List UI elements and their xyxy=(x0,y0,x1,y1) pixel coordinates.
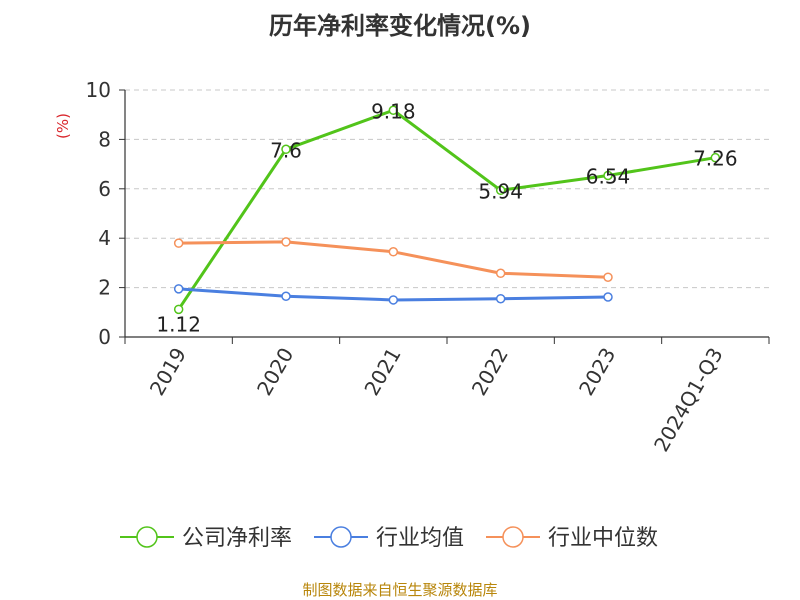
data-point xyxy=(281,291,291,301)
series-lines xyxy=(173,105,721,315)
data-point xyxy=(495,268,506,279)
data-point xyxy=(173,238,184,248)
data-point xyxy=(710,152,721,163)
series-line-0 xyxy=(177,108,716,311)
y-tick-label: 10 xyxy=(86,78,111,102)
legend-item-2[interactable]: 行业中位数 xyxy=(486,526,658,551)
y-tick-label: 4 xyxy=(98,226,111,250)
y-tick-label: 6 xyxy=(98,177,111,201)
legend-label: 行业均值 xyxy=(376,526,464,551)
data-label: 7.6 xyxy=(270,138,302,162)
legend-label: 公司净利率 xyxy=(182,526,292,551)
data-point xyxy=(388,247,399,257)
legend-marker xyxy=(502,526,524,548)
data-label: 1.12 xyxy=(156,312,201,336)
x-tick-label: 2023 xyxy=(574,344,620,400)
data-point xyxy=(495,293,506,304)
x-tick-label: 2022 xyxy=(467,343,513,399)
y-tick-label: 8 xyxy=(98,127,111,151)
data-point xyxy=(281,144,291,155)
data-point xyxy=(388,105,399,116)
y-tick-label: 2 xyxy=(98,276,111,300)
x-tick-label: 2024Q1-Q3 xyxy=(649,344,728,456)
data-point xyxy=(603,170,613,181)
gridlines xyxy=(125,89,769,289)
legend-marker xyxy=(330,526,352,548)
data-point xyxy=(388,295,399,305)
data-labels: 1.12 7.6 9.18 5.94 6.54 7.26 xyxy=(156,99,737,336)
x-tick-label: 2020 xyxy=(252,344,298,400)
data-label: 7.26 xyxy=(693,147,738,171)
y-tick-label: 0 xyxy=(98,325,111,349)
chart-title: 历年净利率变化情况(%) xyxy=(269,12,531,40)
data-label: 6.54 xyxy=(586,164,631,188)
data-point xyxy=(281,237,291,247)
data-point xyxy=(173,304,184,315)
source-note: 制图数据来自恒生聚源数据库 xyxy=(302,581,498,599)
legend-item-1[interactable]: 行业均值 xyxy=(314,526,464,551)
data-label: 9.18 xyxy=(371,99,416,123)
data-point xyxy=(603,292,613,302)
axes: 0 2 4 6 8 10 (%) 2019 2020 2021 2022 2023 2024Q1-Q3 xyxy=(54,78,770,456)
legend[interactable]: 公司净利率 行业均值 行业中位数 xyxy=(120,526,658,551)
legend-item-0[interactable]: 公司净利率 xyxy=(120,526,292,551)
data-point xyxy=(173,284,184,294)
data-point xyxy=(495,185,506,196)
x-tick-label: 2019 xyxy=(145,344,191,400)
data-point xyxy=(603,272,613,282)
x-tick-label: 2021 xyxy=(359,344,405,400)
y-axis-label: (%) xyxy=(54,113,72,139)
legend-label: 行业中位数 xyxy=(548,526,658,551)
legend-marker xyxy=(136,526,158,548)
data-label: 5.94 xyxy=(478,179,523,203)
